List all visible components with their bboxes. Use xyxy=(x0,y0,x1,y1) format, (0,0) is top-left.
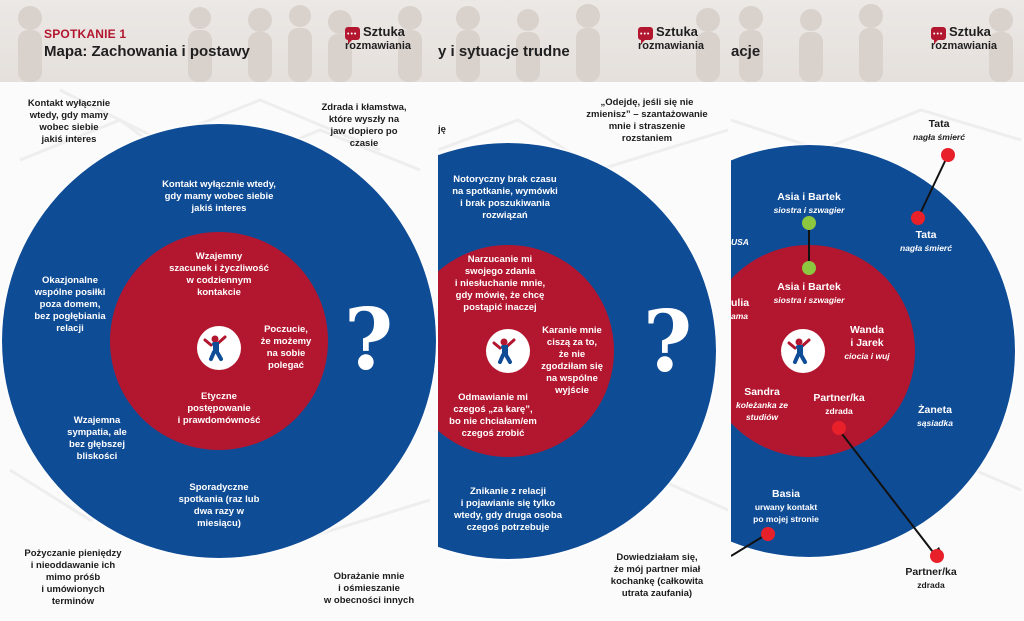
role: sąsiadka xyxy=(917,418,953,428)
crowd-illustration xyxy=(739,4,1013,82)
inner-text-bottom: Odmawianie mi czegoś „za karę”, bo nie c… xyxy=(449,392,537,439)
role: urwany kontakt po mojej stronie xyxy=(753,502,819,524)
corner-text-top-left: Kontakt wyłącznie wtedy, gdy mamy wobec … xyxy=(27,98,111,145)
label-asia-inner: Asia i Bartek siostra i szwagier xyxy=(761,281,857,306)
role: zdrada xyxy=(917,580,945,590)
name: Wanda i Jarek xyxy=(849,324,885,349)
inner-text-top: Narzucanie mi swojego zdania i niesłucha… xyxy=(454,254,546,313)
outer-text-bottom: Sporadyczne spotkania (raz lub dwa razy … xyxy=(178,482,260,529)
logo: ••• Sztuka rozmawiania xyxy=(345,25,411,53)
name: Partner/ka xyxy=(813,392,865,404)
marker-tata-outer xyxy=(941,148,955,162)
speech-bubble-icon: ••• xyxy=(931,27,946,44)
label-tata-outer: Tata nagła śmierć xyxy=(911,118,967,143)
page-title-fragment: acje xyxy=(731,43,761,60)
inner-text-right: Poczucie, że możemy na sobie polegać xyxy=(260,324,312,371)
marker-partner-outer xyxy=(930,549,944,563)
logo-line-2: rozmawiania xyxy=(931,40,998,52)
inner-text-right: Karanie mnie ciszą za to, że nie zgodził… xyxy=(541,325,603,396)
outer-text-bottom: Znikanie z relacji i pojawianie się tylk… xyxy=(453,486,563,533)
name: Basia xyxy=(771,488,801,500)
role: koleżanka ze studiów xyxy=(736,400,788,422)
label-julia: ulia ama xyxy=(731,297,757,322)
panel3-graphic xyxy=(731,108,1022,563)
name: Tata xyxy=(915,229,937,241)
corner-text-top: „Odejdę, jeśli się nie zmienisz” – szant… xyxy=(586,97,708,144)
logo-line-1: Sztuka xyxy=(363,24,405,39)
speech-bubble-icon: ••• xyxy=(345,27,360,44)
logo-line-2: rozmawiania xyxy=(345,40,412,52)
person-icon xyxy=(486,329,530,373)
crowd-illustration xyxy=(18,5,422,82)
role: siostra i szwagier xyxy=(773,295,845,305)
name: Żaneta xyxy=(918,404,952,416)
outer-text-left-2: Wzajemna sympatia, ale bez głębszej blis… xyxy=(67,415,127,462)
question-mark-icon: ? xyxy=(643,292,693,391)
arrow-tata xyxy=(917,156,948,219)
label-tata-inner: Tata nagła śmierć xyxy=(891,229,961,254)
logo: ••• Sztuka rozmawiania xyxy=(638,25,704,53)
inner-text-bottom: Etyczne postępowanie i prawdomówność xyxy=(177,391,261,426)
arrow-basia xyxy=(731,533,768,557)
arrow-partner xyxy=(838,429,937,557)
label-wanda: Wanda i Jarek ciocia i wuj xyxy=(835,324,899,362)
header-banner: SPOTKANIE 1 Mapa: Zachowania i postawy •… xyxy=(0,0,438,82)
meeting-label: SPOTKANIE 1 xyxy=(44,27,127,41)
page-title-fragment: y i sytuacje trudne xyxy=(438,43,570,60)
edge-text-left: ję xyxy=(438,124,446,135)
crowd-illustration xyxy=(456,4,720,82)
logo-line-1: Sztuka xyxy=(949,24,991,39)
panel-relationships-map: acje ••• Sztuka rozmawiania Tata nagła śm… xyxy=(731,0,1024,621)
person-icon xyxy=(781,329,825,373)
logo-line-1: Sztuka xyxy=(656,24,698,39)
name: ulia xyxy=(731,297,750,309)
corner-text-bottom: Dowiedziałam się, że mój partner miał ko… xyxy=(610,552,704,599)
question-mark-icon: ? xyxy=(344,290,394,389)
label-partner-inner: Partner/ka zdrada xyxy=(803,392,875,417)
inner-text-top: Wzajemny szacunek i życzliwość w codzien… xyxy=(169,251,269,298)
label-usa: USA xyxy=(731,237,749,247)
name: Tata xyxy=(928,118,950,130)
role: nagła śmierć xyxy=(913,132,965,142)
speech-bubble-icon: ••• xyxy=(638,27,653,44)
label-zaneta: Żaneta sąsiadka xyxy=(907,404,963,429)
marker-tata-inner xyxy=(911,211,925,225)
page-title: Mapa: Zachowania i postawy xyxy=(44,43,250,60)
outer-text-top: Notoryczny brak czasu na spotkanie, wymó… xyxy=(452,174,558,221)
marker-partner-inner xyxy=(832,421,846,435)
role: zdrada xyxy=(825,406,853,416)
outer-text-left-1: Okazjonalne wspólne posiłki poza domem, … xyxy=(34,275,106,334)
header-banner: y i sytuacje trudne ••• Sztuka rozmawiani… xyxy=(438,0,731,82)
role: ama xyxy=(731,311,749,321)
marker-basia xyxy=(761,527,775,541)
role: ciocia i wuj xyxy=(844,351,890,361)
corner-text-bottom-right: Obrażanie mnie i ośmieszanie w obecności… xyxy=(323,571,415,606)
role: siostra i szwagier xyxy=(773,205,845,215)
marker-asia-outer xyxy=(802,216,816,230)
logo: ••• Sztuka rozmawiania xyxy=(931,25,997,53)
panel-difficult-situations-map: y i sytuacje trudne ••• Sztuka rozmawiani… xyxy=(438,0,731,621)
panel-behaviors-map: SPOTKANIE 1 Mapa: Zachowania i postawy •… xyxy=(0,0,438,621)
label-asia-outer: Asia i Bartek siostra i szwagier xyxy=(761,191,857,216)
corner-text-top-right: Zdrada i kłamstwa, które wyszły na jaw d… xyxy=(321,102,407,149)
name: Asia i Bartek xyxy=(777,191,841,203)
label-basia: Basia urwany kontakt po mojej stronie xyxy=(731,488,841,525)
name: Asia i Bartek xyxy=(777,281,841,293)
person-icon xyxy=(197,326,241,370)
role: nagła śmierć xyxy=(900,243,952,253)
marker-asia-inner xyxy=(802,261,816,275)
logo-line-2: rozmawiania xyxy=(638,40,705,52)
name: Sandra xyxy=(744,386,780,398)
name: Partner/ka xyxy=(905,566,957,578)
label-sandra: Sandra koleżanka ze studiów xyxy=(731,386,793,423)
outer-text-top: Kontakt wyłącznie wtedy, gdy mamy wobec … xyxy=(162,179,276,214)
corner-text-bottom-left: Pożyczanie pieniędzy i nieoddawanie ich … xyxy=(24,548,122,607)
label-partner-outer: Partner/ka zdrada xyxy=(891,566,971,591)
header-banner: acje ••• Sztuka rozmawiania xyxy=(731,0,1024,82)
